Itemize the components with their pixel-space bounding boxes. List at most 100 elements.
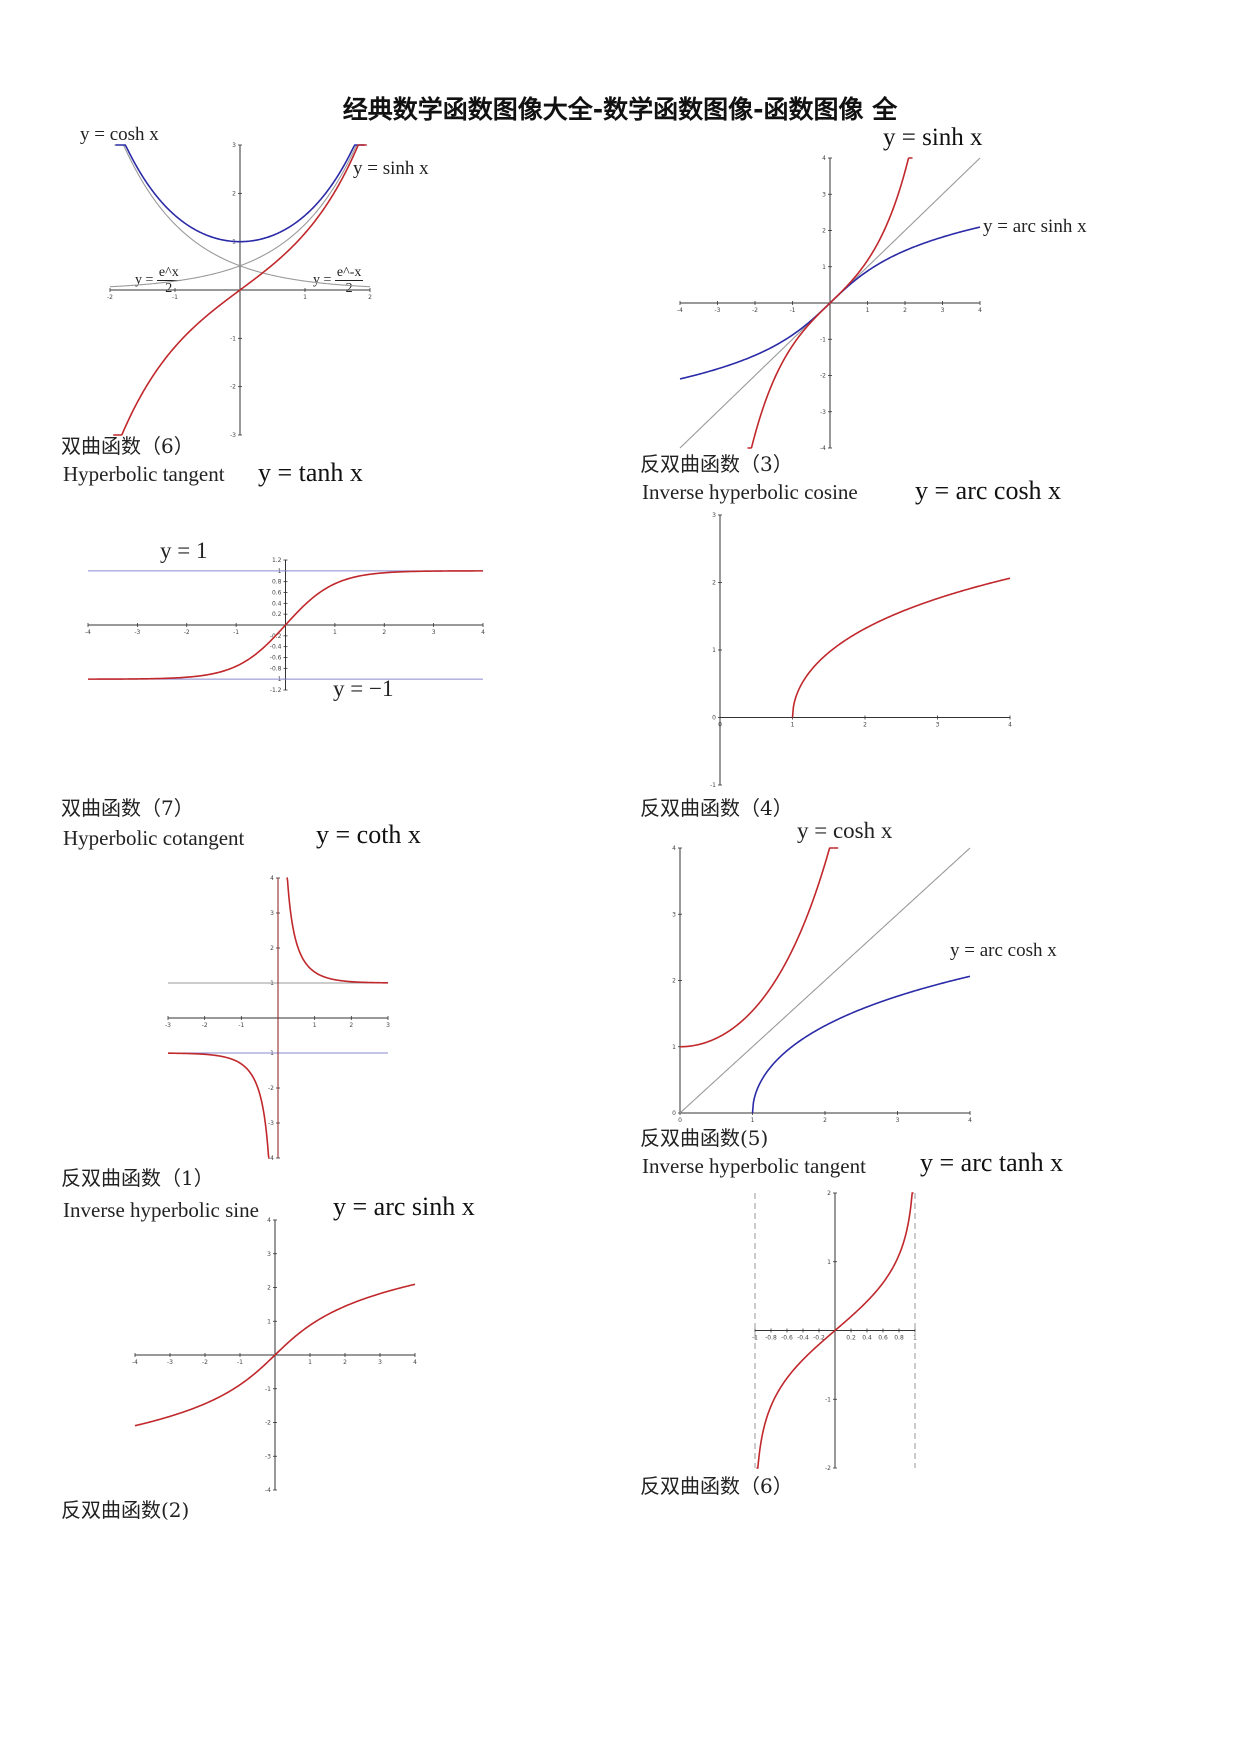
x-tick-label: 2	[349, 1022, 353, 1029]
emx-denominator: 2	[345, 281, 353, 296]
y-tick-label: -4	[820, 445, 826, 452]
y-tick-label: 4	[822, 155, 826, 162]
tanh-curve	[88, 570, 483, 680]
x-tick-label: 3	[936, 722, 940, 729]
y-tick-label: 0.4	[272, 600, 282, 607]
y-tick-label: -1	[710, 782, 716, 789]
inv3-sinh-label: y = sinh x	[883, 124, 983, 151]
x-tick-label: -2	[184, 629, 190, 636]
y-tick-label: -1.2	[270, 687, 282, 694]
y-tick-label: -0.8	[270, 665, 282, 672]
y-tick-label: 1.2	[272, 557, 282, 564]
sinh-curve	[113, 144, 367, 436]
x-tick-label: 4	[968, 1117, 972, 1124]
arcsinh-curve	[134, 1283, 416, 1427]
cosh-curve	[115, 144, 365, 243]
x-tick-label: -3	[165, 1022, 171, 1029]
x-tick-label: 4	[413, 1359, 417, 1366]
ex-denominator: 2	[165, 281, 173, 296]
y-tick-label: -2	[825, 1465, 831, 1472]
x-tick-label: -3	[167, 1359, 173, 1366]
x-tick-label: 4	[978, 307, 982, 314]
x-tick-label: -1	[238, 1022, 244, 1029]
x-tick-label: 2	[823, 1117, 827, 1124]
y-tick-label: 2	[267, 1285, 271, 1292]
y-tick-label: -0.4	[270, 644, 282, 651]
x-tick-label: 1	[791, 722, 795, 729]
x-tick-label: 0	[678, 1117, 682, 1124]
x-tick-label: -4	[132, 1359, 138, 1366]
x-tick-label: 4	[481, 629, 485, 636]
arccosh-name: Inverse hyperbolic cosine	[642, 480, 858, 504]
x-tick-label: -4	[85, 629, 91, 636]
x-tick-label: 2	[368, 294, 372, 301]
caption-hyperbolic-7: 双曲函数（7）	[61, 796, 194, 820]
caption-inverse-4: 反双曲函数（4）	[640, 796, 793, 820]
x-tick-label: 0	[718, 722, 722, 729]
y-tick-label: 1	[267, 1318, 271, 1325]
y-tick-label: -1	[820, 336, 826, 343]
x-tick-label: 1	[751, 1117, 755, 1124]
y-tick-label: 4	[672, 845, 676, 852]
x-tick-label: 1	[866, 307, 870, 314]
y-tick-label: 4	[270, 875, 274, 882]
x-tick-label: 2	[863, 722, 867, 729]
y-tick-label: -1	[265, 1386, 271, 1393]
x-tick-label: -3	[134, 629, 140, 636]
cosh-curve	[680, 847, 839, 1048]
y-tick-label: -2	[230, 384, 236, 391]
y-tick-label: -3	[230, 432, 236, 439]
plot-arctanh: -1-0.8-0.6-0.4-0.20.20.40.60.81-2-112	[752, 1190, 917, 1472]
emx-fraction: e^-x 2	[334, 265, 364, 296]
y-tick-label: 3	[270, 910, 274, 917]
x-tick-label: -0.8	[765, 1335, 777, 1342]
arccosh-curve	[791, 577, 1011, 718]
y-tick-label: 2	[822, 228, 826, 235]
y-tick-label: -3	[820, 409, 826, 416]
x-tick-label: -1	[233, 629, 239, 636]
x-tick-label: -3	[715, 307, 721, 314]
coth-curve	[286, 877, 389, 984]
caption-inverse-2: 反双曲函数(2)	[61, 1498, 190, 1522]
x-tick-label: 1	[333, 629, 337, 636]
x-tick-label: 3	[378, 1359, 382, 1366]
x-tick-label: 0.4	[862, 1335, 872, 1342]
arccosh-curve	[751, 975, 971, 1114]
inv5-cosh-label: y = cosh x	[797, 818, 893, 843]
emx-numerator: e^-x	[334, 265, 364, 281]
plot-sinh-arcsinh: -4 -3 -2 -1 1 2 3 4 -4 -3 -2 -1 1 2 3 4	[677, 155, 982, 452]
y-tick-label: -2	[268, 1085, 274, 1092]
y-tick-label: 2	[712, 580, 716, 587]
y-tick-label: 3	[712, 512, 716, 519]
x-tick-label: -0.4	[797, 1335, 809, 1342]
y-tick-label: 0	[712, 715, 716, 722]
sinh-label: y = sinh x	[353, 158, 429, 179]
x-tick-label: 3	[432, 629, 436, 636]
y-tick-label: 1	[672, 1044, 676, 1051]
y-tick-label: 2	[672, 978, 676, 985]
x-tick-label: 3	[941, 307, 945, 314]
page-title: 经典数学函数图像大全-数学函数图像-函数图像 全	[342, 95, 898, 124]
x-tick-label: 4	[1008, 722, 1012, 729]
coth-equation: y = coth x	[316, 820, 421, 849]
x-tick-label: -0.6	[781, 1335, 793, 1342]
arctanh-equation: y = arc tanh x	[920, 1148, 1064, 1177]
x-tick-label: -1	[172, 294, 178, 301]
y-tick-label: -1	[230, 335, 236, 342]
emx-half-curve	[114, 144, 371, 288]
y-tick-label: -1	[825, 1396, 831, 1403]
y-tick-label: 1	[822, 264, 826, 271]
x-tick-label: -2	[107, 294, 113, 301]
y-tick-label: -3	[268, 1120, 274, 1127]
inv5-arccosh-label: y = arc cosh x	[950, 940, 1057, 961]
y-tick-label: 1	[712, 647, 716, 654]
plot-tanh: -4 -3 -2 -1 1 2 3 4-1.2-1-0.8-0.6-0.4-0.20.20.4…	[85, 557, 485, 694]
identity-line	[679, 847, 971, 1114]
arcsinh-name: Inverse hyperbolic sine	[63, 1198, 259, 1222]
y-tick-label: -4	[265, 1487, 271, 1494]
ex-fraction: e^x 2	[156, 265, 181, 296]
y-tick-label: -3	[265, 1453, 271, 1460]
y-tick-label: -0.6	[270, 655, 282, 662]
x-tick-label: 2	[343, 1359, 347, 1366]
